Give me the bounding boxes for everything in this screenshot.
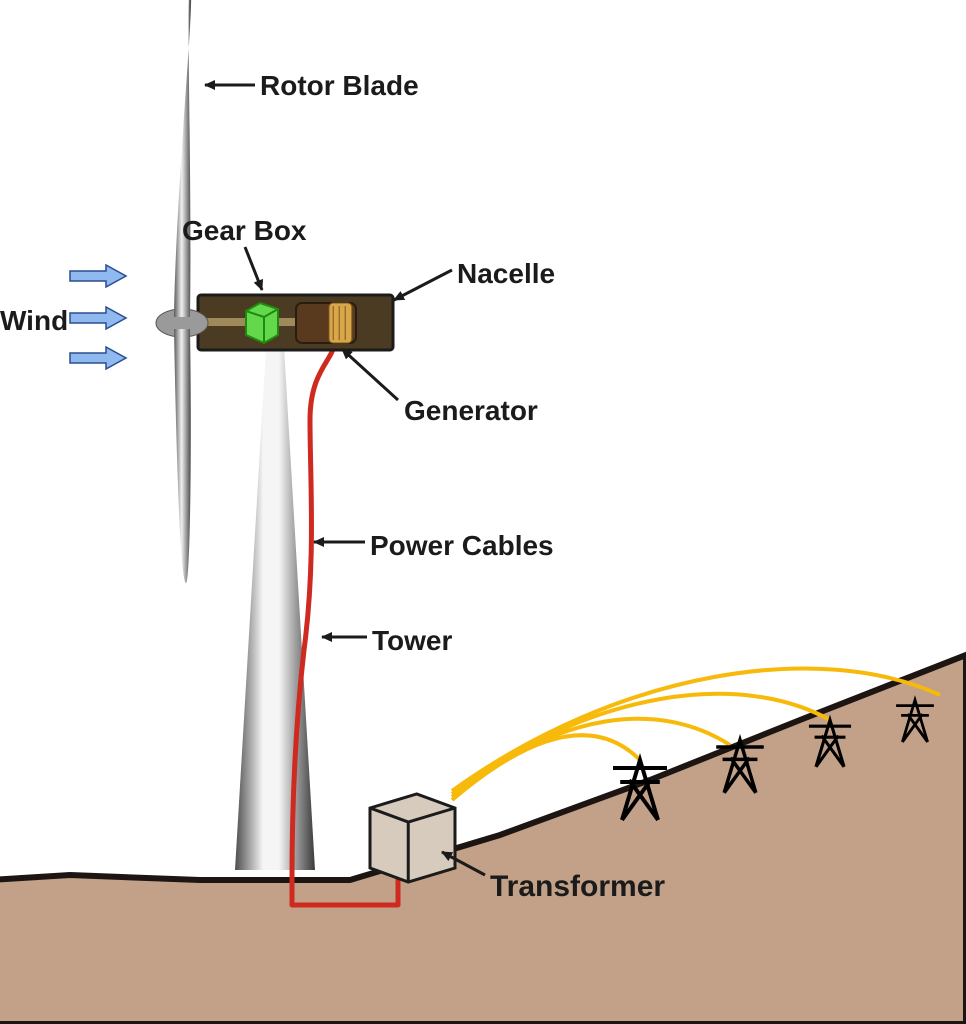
label-rotor-blade: Rotor Blade [260, 70, 419, 102]
label-transformer: Transformer [490, 870, 665, 904]
label-tower: Tower [372, 625, 452, 657]
label-generator: Generator [404, 395, 538, 427]
tower [235, 348, 315, 870]
label-gear-box: Gear Box [182, 215, 307, 247]
label-wind: Wind [0, 305, 68, 337]
ground [0, 655, 966, 1024]
wind-arrows [70, 265, 126, 369]
label-power-cables: Power Cables [370, 530, 554, 562]
rotor-blades [174, 0, 191, 583]
label-nacelle: Nacelle [457, 258, 555, 290]
transformer [370, 794, 455, 882]
